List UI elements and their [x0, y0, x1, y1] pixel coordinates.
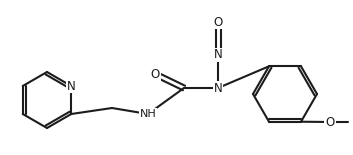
Text: NH: NH: [140, 109, 156, 119]
Text: N: N: [67, 80, 76, 93]
Text: N: N: [214, 49, 222, 62]
Text: N: N: [214, 82, 222, 95]
Text: O: O: [325, 115, 335, 128]
Text: O: O: [213, 16, 223, 29]
Text: O: O: [150, 67, 160, 80]
